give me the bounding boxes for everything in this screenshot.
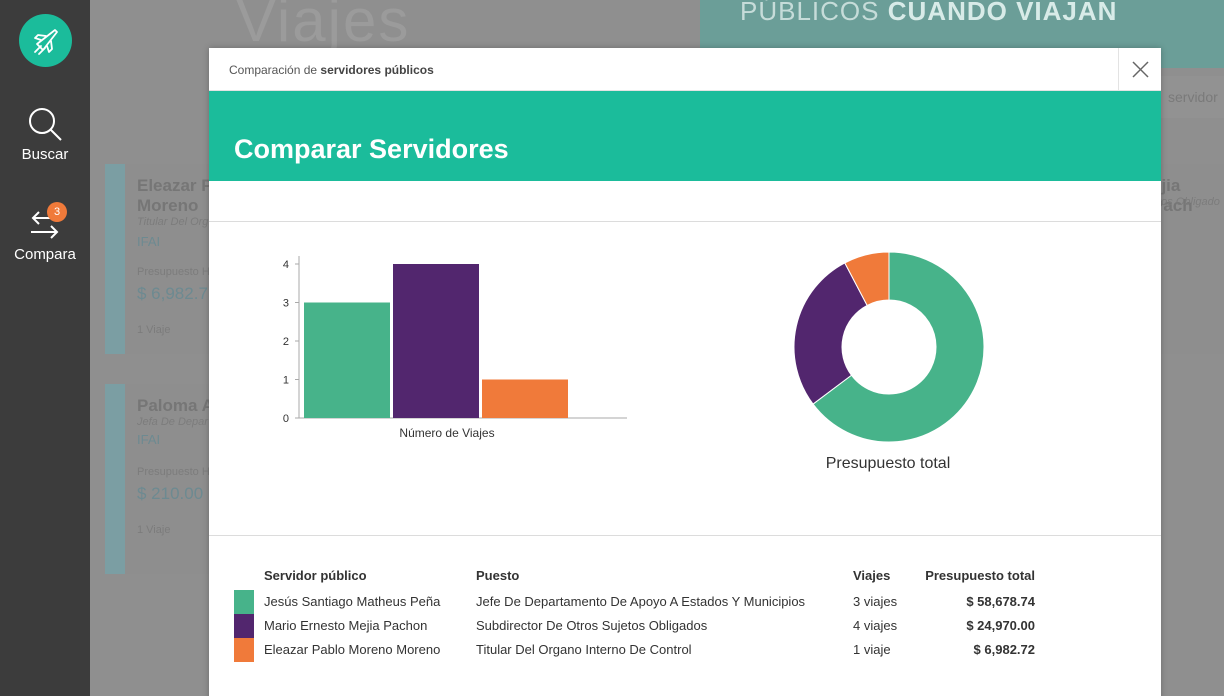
background-banner-text: PÚBLICOS CUANDO VIAJAN [740, 0, 1118, 26]
bar [393, 264, 479, 418]
trips-bar-chart: 0 1 2 3 4 Número de Viajes [283, 256, 627, 440]
row-trips: 4 viajes [853, 618, 898, 633]
nav-search-label: Buscar [21, 146, 69, 163]
background-brand: Viajes [236, 0, 411, 54]
budget-donut-chart [793, 251, 985, 443]
divider [209, 221, 1161, 222]
page-title: Comparar Servidores [234, 134, 509, 164]
close-icon [1132, 61, 1149, 78]
header-trips: Viajes [853, 568, 891, 583]
header-name: Servidor público [264, 568, 367, 583]
row-role: Subdirector De Otros Sujetos Obligados [476, 618, 708, 633]
logo[interactable] [19, 14, 72, 67]
donut-chart-label: Presupuesto total [825, 455, 951, 472]
row-name: Eleazar Pablo Moreno Moreno [264, 642, 441, 657]
x-axis-label: Número de Viajes [399, 426, 494, 440]
background-search-input: servidor [1160, 76, 1224, 118]
bar [304, 302, 390, 418]
row-budget: $ 58,678.74 [966, 594, 1035, 609]
nav-compare[interactable]: 3 Compara [0, 202, 90, 263]
divider [209, 535, 1161, 536]
modal-header: Comparación de servidores públicos [209, 48, 1161, 91]
row-budget: $ 24,970.00 [966, 618, 1035, 633]
sidebar: Buscar 3 Compara [0, 0, 90, 696]
color-swatch [234, 590, 254, 614]
header-budget: Presupuesto total [925, 568, 1035, 583]
donut-slice [793, 262, 868, 405]
y-tick-label: 3 [283, 298, 289, 310]
row-role: Titular Del Organo Interno De Control [476, 642, 692, 657]
row-trips: 3 viajes [853, 594, 898, 609]
row-role: Jefe De Departamento De Apoyo A Estados … [476, 594, 806, 609]
bar [482, 379, 568, 418]
compare-count-badge: 3 [47, 202, 67, 222]
color-swatch [234, 638, 254, 662]
table-row: Eleazar Pablo Moreno Moreno Titular Del … [234, 638, 1054, 662]
y-tick-label: 4 [283, 259, 289, 271]
y-tick-label: 2 [283, 336, 289, 348]
close-button[interactable] [1118, 48, 1161, 91]
color-swatch [234, 614, 254, 638]
plane-icon [34, 29, 58, 55]
breadcrumb: Comparación de servidores públicos [229, 63, 434, 77]
table-row: Mario Ernesto Mejia Pachon Subdirector D… [234, 614, 1054, 638]
donut-slice [812, 251, 985, 443]
background-card: ejia Pach etos Obligado [1152, 164, 1224, 354]
row-trips: 1 viaje [853, 642, 891, 657]
compare-arrows-icon [31, 211, 59, 239]
donut-slice [844, 251, 890, 307]
nav-compare-label: Compara [14, 246, 76, 263]
row-name: Mario Ernesto Mejia Pachon [264, 618, 428, 633]
compare-modal: Comparación de servidores públicos Compa… [209, 48, 1161, 696]
y-tick-label: 0 [283, 413, 289, 425]
search-icon [29, 108, 62, 141]
modal-banner: Comparar Servidores [209, 91, 1161, 181]
table-row: Jesús Santiago Matheus Peña Jefe De Depa… [234, 590, 1054, 614]
header-role: Puesto [476, 568, 520, 583]
nav-search[interactable]: Buscar [0, 106, 90, 163]
y-tick-label: 1 [283, 375, 289, 387]
row-name: Jesús Santiago Matheus Peña [264, 594, 441, 609]
row-budget: $ 6,982.72 [973, 642, 1035, 657]
